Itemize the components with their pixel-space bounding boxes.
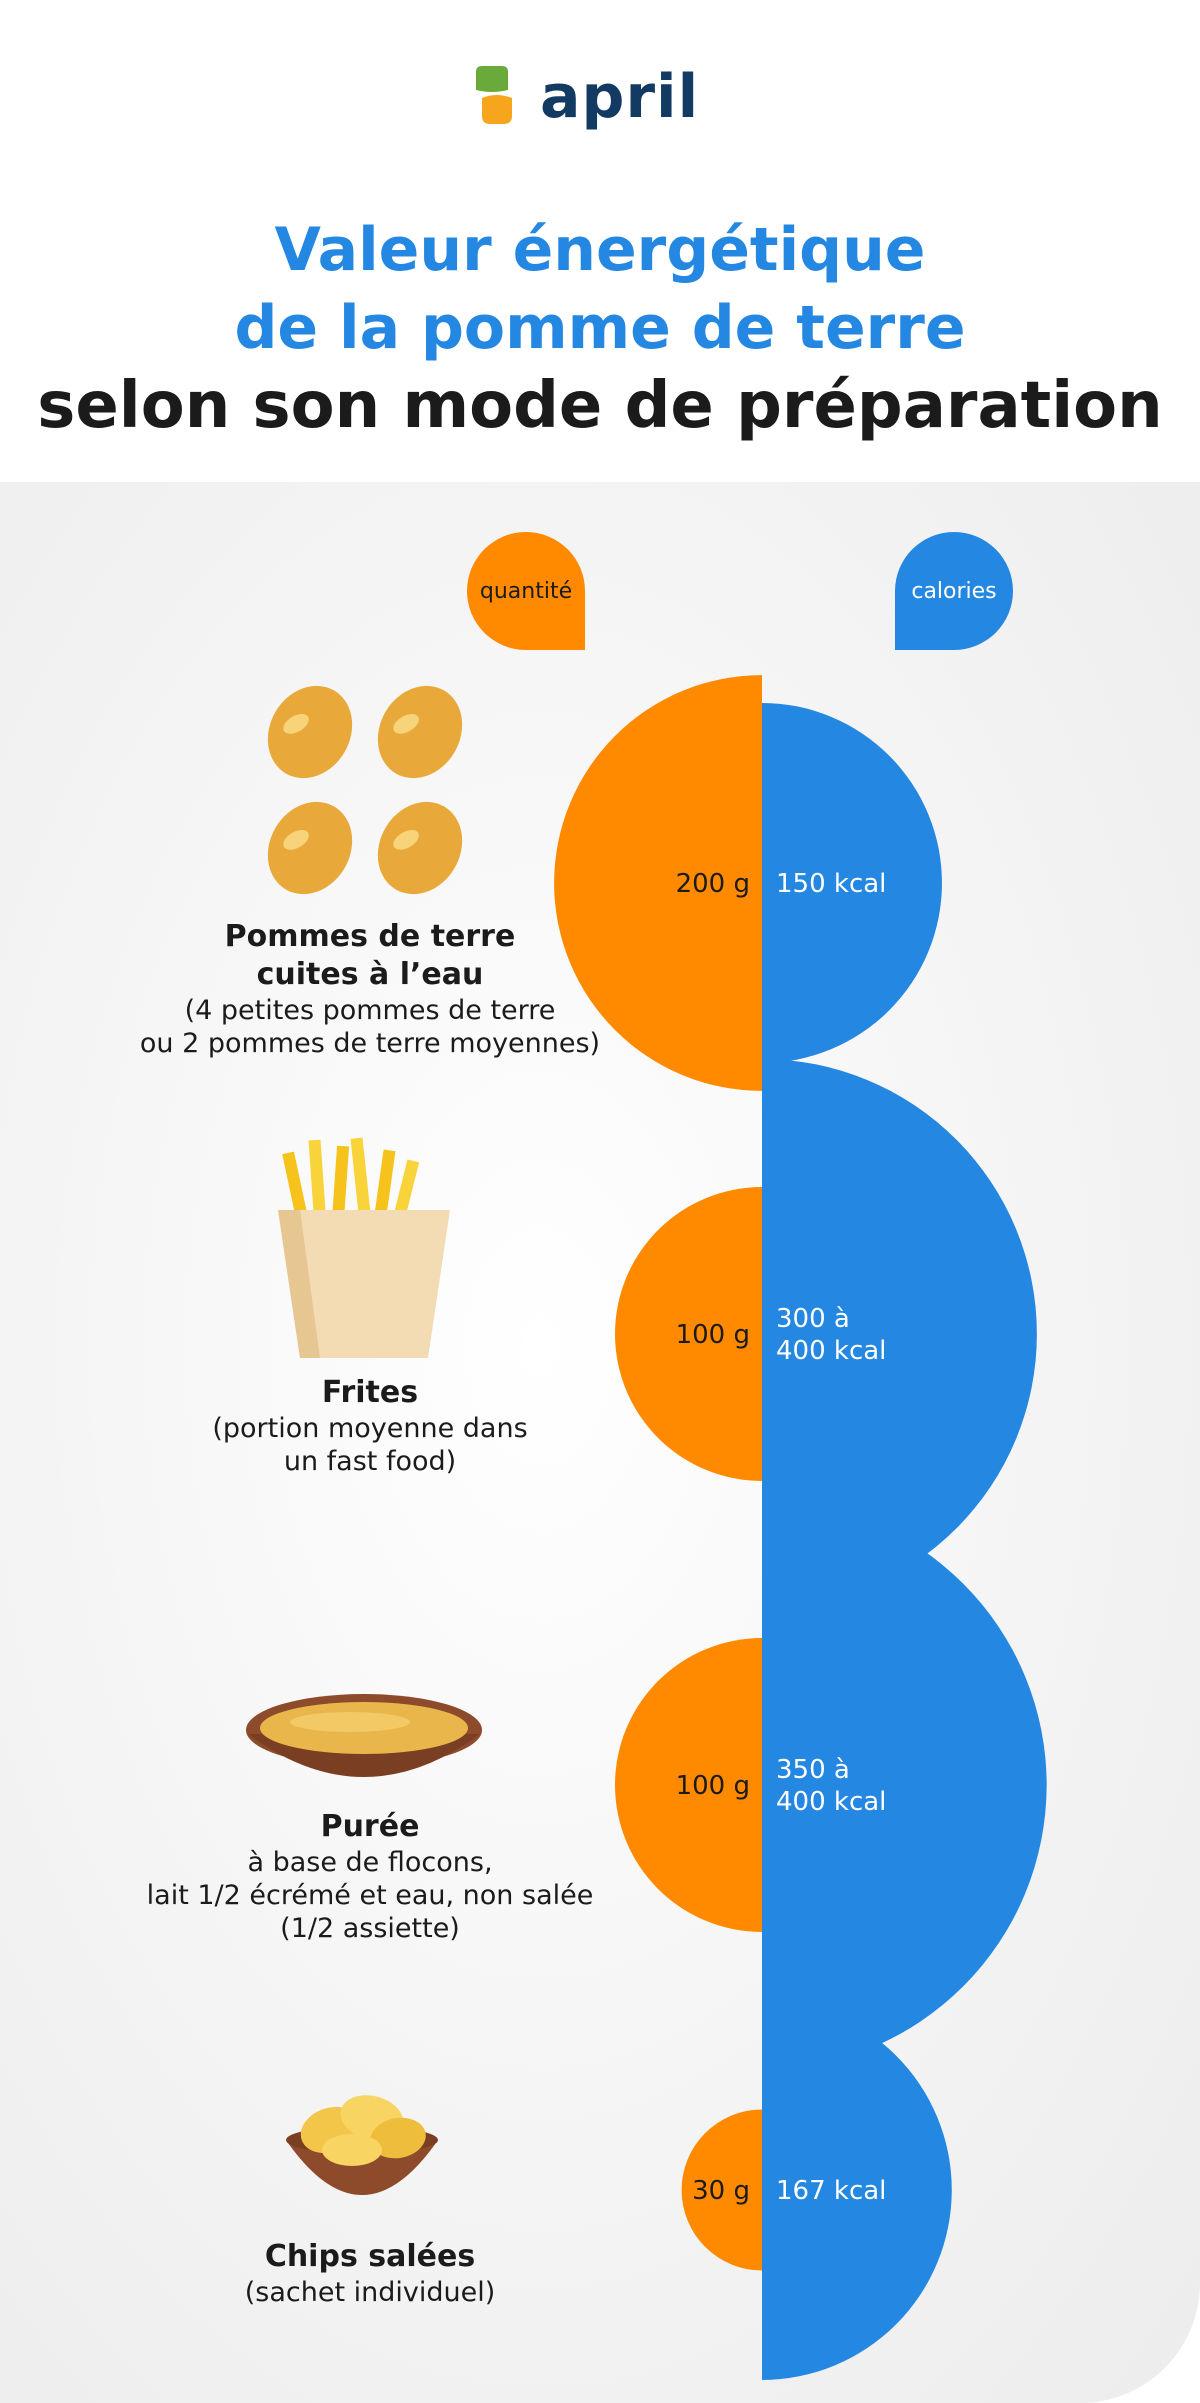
item-description: lait 1/2 écrémé et eau, non salée: [146, 1880, 594, 1911]
calories-label: 167 kcal: [776, 2176, 886, 2206]
item-name: Frites: [321, 1375, 419, 1410]
quantity-half-circle: [681, 2109, 762, 2271]
calories-label: 300 à: [776, 1304, 850, 1334]
item-name: Pommes de terre: [224, 919, 516, 954]
item-description: (portion moyenne dans: [212, 1413, 528, 1444]
calories-half-circle: [762, 1500, 1047, 2070]
calories-half-circle: [762, 1058, 1037, 1610]
quantity-label: 30 g: [692, 2176, 750, 2206]
legend-quantity-badge: quantité: [467, 532, 585, 650]
title-line-3: selon son mode de préparation: [37, 369, 1163, 443]
item-description: (sachet individuel): [244, 2277, 496, 2308]
quantity-half-circle: [615, 1187, 762, 1481]
item-name: Chips salées: [264, 2239, 476, 2274]
item-description: à base de flocons,: [247, 1847, 493, 1878]
item-name: Purée: [320, 1809, 420, 1844]
item-name: cuites à l’eau: [256, 957, 484, 992]
quantity-half-circle: [554, 675, 762, 1091]
item-description: un fast food): [283, 1446, 457, 1477]
calories-label: 400 kcal: [776, 1787, 886, 1817]
quantity-label: 100 g: [676, 1771, 750, 1801]
title-line-2: de la pomme de terre: [234, 293, 966, 363]
header: april Valeur énergétique de la pomme de …: [0, 0, 1200, 482]
quantity-label: 200 g: [676, 869, 750, 899]
leaf-logo-icon: [476, 66, 512, 124]
item-fries: Frites (portion moyenne dans un fast foo…: [120, 1374, 620, 1478]
quantity-label: 100 g: [676, 1320, 750, 1350]
item-chips: Chips salées (sachet individuel): [120, 2238, 620, 2309]
legend-calories-badge: calories: [895, 532, 1013, 650]
item-description: (1/2 assiette): [280, 1913, 460, 1944]
chips-bowl-icon: [286, 2095, 438, 2195]
item-description: ou 2 pommes de terre moyennes): [139, 1028, 601, 1059]
item-puree: Purée à base de flocons, lait 1/2 écrémé…: [120, 1808, 620, 1945]
title-line-1: Valeur énergétique: [274, 215, 926, 285]
puree-bowl-icon: [246, 1694, 482, 1777]
quantity-half-circle: [615, 1638, 762, 1932]
boiled-potatoes-icon: [267, 685, 463, 895]
calories-label: 350 à: [776, 1755, 850, 1785]
calories-label: 400 kcal: [776, 1336, 886, 1366]
item-description: (4 petites pommes de terre: [184, 995, 556, 1026]
item-boiled-potatoes: Pommes de terre cuites à l’eau (4 petite…: [120, 918, 620, 1060]
logo-text: april: [540, 62, 700, 132]
april-logo[interactable]: april: [472, 62, 732, 132]
fries-icon: [278, 1137, 450, 1358]
calories-label: 150 kcal: [776, 869, 886, 899]
calories-half-circle: [762, 2000, 952, 2380]
calories-half-circle: [762, 702, 942, 1064]
